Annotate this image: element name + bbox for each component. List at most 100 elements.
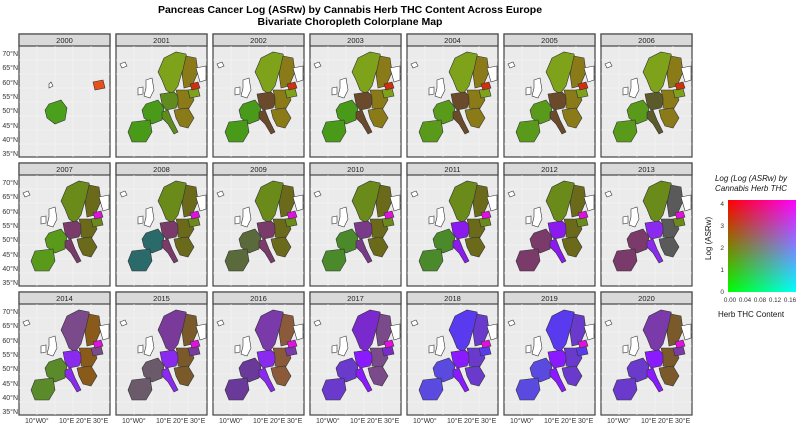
region-ireland [331, 215, 338, 225]
legend-title-line2: Cannabis Herb THC [714, 184, 788, 193]
region-balkan [658, 236, 680, 258]
facet-panel-2000: 2000 [18, 33, 111, 158]
lon-tick-label: 30°E [93, 418, 109, 425]
facet-panel-2012: 2012 [503, 162, 596, 287]
region-france [238, 357, 262, 383]
facet-map [19, 46, 110, 157]
region-balkan [464, 365, 486, 387]
lat-tick-label: 50°N [2, 108, 18, 116]
region-balkan [658, 365, 680, 387]
lat-tick-label: 45°N [2, 122, 18, 130]
facet-panel-2017: 2017 [309, 291, 402, 416]
region-ireland [622, 86, 629, 96]
lon-tick-label: 10°E [350, 418, 366, 425]
facet-map [504, 175, 595, 286]
region-uk [240, 335, 252, 357]
region-ireland [40, 344, 47, 354]
region-highlight [577, 339, 589, 349]
region-highlight [577, 210, 589, 220]
lon-tick-label: 20°E [173, 418, 189, 425]
facet-strip-label: 2006 [638, 36, 655, 45]
region-iberia [127, 248, 153, 272]
region-highlight [480, 339, 492, 349]
region-iberia [515, 377, 541, 401]
region-iberia [30, 377, 56, 401]
region-central [547, 349, 569, 369]
facet-map [116, 46, 207, 157]
region-scand [351, 180, 383, 224]
bivariate-legend: Log (Log (ASRw) by Cannabis Herb THC Log… [702, 172, 800, 332]
facet-strip-label: 2010 [347, 165, 364, 174]
region-highlight [674, 210, 686, 220]
region-uk [628, 335, 640, 357]
region-uk [46, 206, 58, 228]
region-iceland [410, 190, 419, 198]
facet-strip-label: 2018 [444, 294, 461, 303]
region-france [529, 99, 553, 125]
region-iberia [321, 248, 347, 272]
lon-tick-label: 0° [527, 418, 534, 425]
region-ireland [525, 215, 532, 225]
region-scand [157, 51, 189, 95]
facet-panel-2008: 2008 [115, 162, 208, 287]
lat-tick-label: 50°N [2, 237, 18, 245]
facet-map [310, 46, 401, 157]
region-highlight [286, 81, 298, 91]
region-central [159, 91, 181, 111]
legend-x-tick: 0.16 [784, 297, 797, 304]
lat-tick-label: 65°N [2, 194, 18, 202]
region-uk [531, 206, 543, 228]
region-scand [545, 51, 577, 95]
facet-panel-2005: 2005 [503, 33, 596, 158]
facet-panel-2001: 2001 [115, 33, 208, 158]
lon-tick-label: 10°W [413, 418, 431, 425]
region-iceland [604, 319, 613, 327]
region-russia [195, 194, 207, 212]
region-central [353, 220, 375, 240]
region-russia [583, 323, 595, 341]
region-scand [545, 309, 577, 353]
region-scand [157, 309, 189, 353]
lat-tick-label: 60°N [2, 337, 18, 345]
region-central [353, 349, 375, 369]
region-italy [646, 238, 664, 264]
region-ireland [40, 215, 47, 225]
region-italy [452, 238, 470, 264]
region-iberia [321, 377, 347, 401]
region-italy [64, 367, 82, 393]
legend-x-label: Herb THC Content [717, 310, 785, 319]
region-balkan [561, 107, 583, 129]
lon-tick-label: 30°E [578, 418, 594, 425]
region-iberia [127, 377, 153, 401]
region-russia [486, 65, 498, 83]
region-uk [628, 206, 640, 228]
facet-strip-label: 2017 [347, 294, 364, 303]
lat-tick-label: 55°N [2, 222, 18, 230]
region-russia [195, 323, 207, 341]
region-central [256, 349, 278, 369]
legend-y-tick: 3 [720, 223, 724, 230]
region-central [547, 91, 569, 111]
region-russia [292, 65, 304, 83]
lon-tick-label: 10°E [156, 418, 172, 425]
facet-strip-label: 2011 [444, 165, 460, 174]
region-scand [642, 180, 674, 224]
facet-map [310, 175, 401, 286]
region-central [159, 349, 181, 369]
lat-tick-label: 40°N [2, 136, 18, 144]
region-uk [434, 77, 446, 99]
region-uk [143, 77, 155, 99]
region-iberia [418, 377, 444, 401]
region-iberia [224, 119, 250, 143]
facet-panel-2010: 2010 [309, 162, 402, 287]
region-balkan [367, 236, 389, 258]
region-highlight [480, 81, 492, 91]
region-central [256, 91, 278, 111]
region-italy [258, 109, 276, 135]
region-ireland [137, 215, 144, 225]
region-france [44, 228, 68, 254]
legend-y-tick: 1 [720, 267, 724, 274]
chart-title: Pancreas Cancer Log (ASRw) by Cannabis H… [157, 4, 543, 16]
region-italy [646, 109, 664, 135]
region-scand [642, 51, 674, 95]
